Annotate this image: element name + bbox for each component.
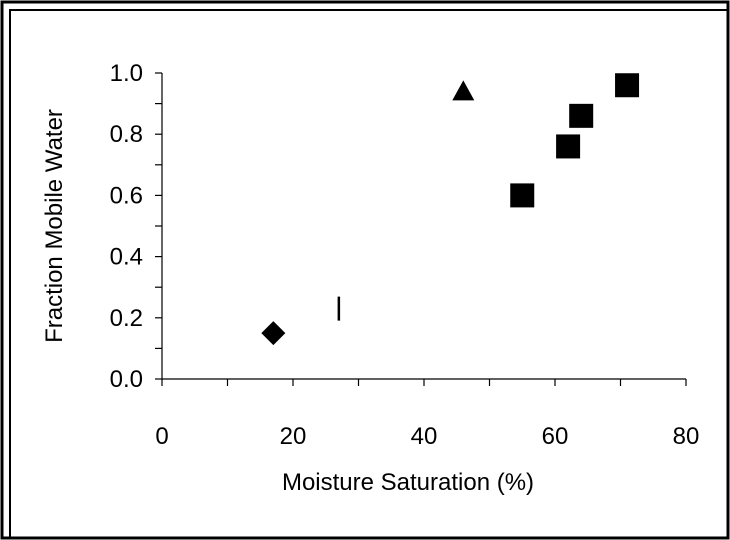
x-axis-title: Moisture Saturation (%) <box>282 469 534 496</box>
x-tick-label: 60 <box>542 423 569 450</box>
data-point-square <box>569 103 594 128</box>
y-tick-label: 0.2 <box>110 305 143 332</box>
inner-border <box>9 9 729 539</box>
y-tick-label: 0.8 <box>110 121 143 148</box>
x-tick-label: 80 <box>673 423 700 450</box>
data-point-diamond <box>261 321 286 346</box>
y-axis-title: Fraction Mobile Water <box>41 109 68 343</box>
y-tick-label: 0.6 <box>110 182 143 209</box>
x-tick-label: 40 <box>411 423 438 450</box>
x-tick-label: 20 <box>280 423 307 450</box>
data-point-square <box>556 134 581 159</box>
y-tick-label: 1.0 <box>110 60 143 87</box>
data-point-square <box>510 183 535 208</box>
data-point-square <box>615 73 640 98</box>
y-tick-label: 0.4 <box>110 244 143 271</box>
data-point-triangle <box>452 80 475 101</box>
x-tick-label: 0 <box>155 423 168 450</box>
y-tick-label: 0.0 <box>110 366 143 393</box>
